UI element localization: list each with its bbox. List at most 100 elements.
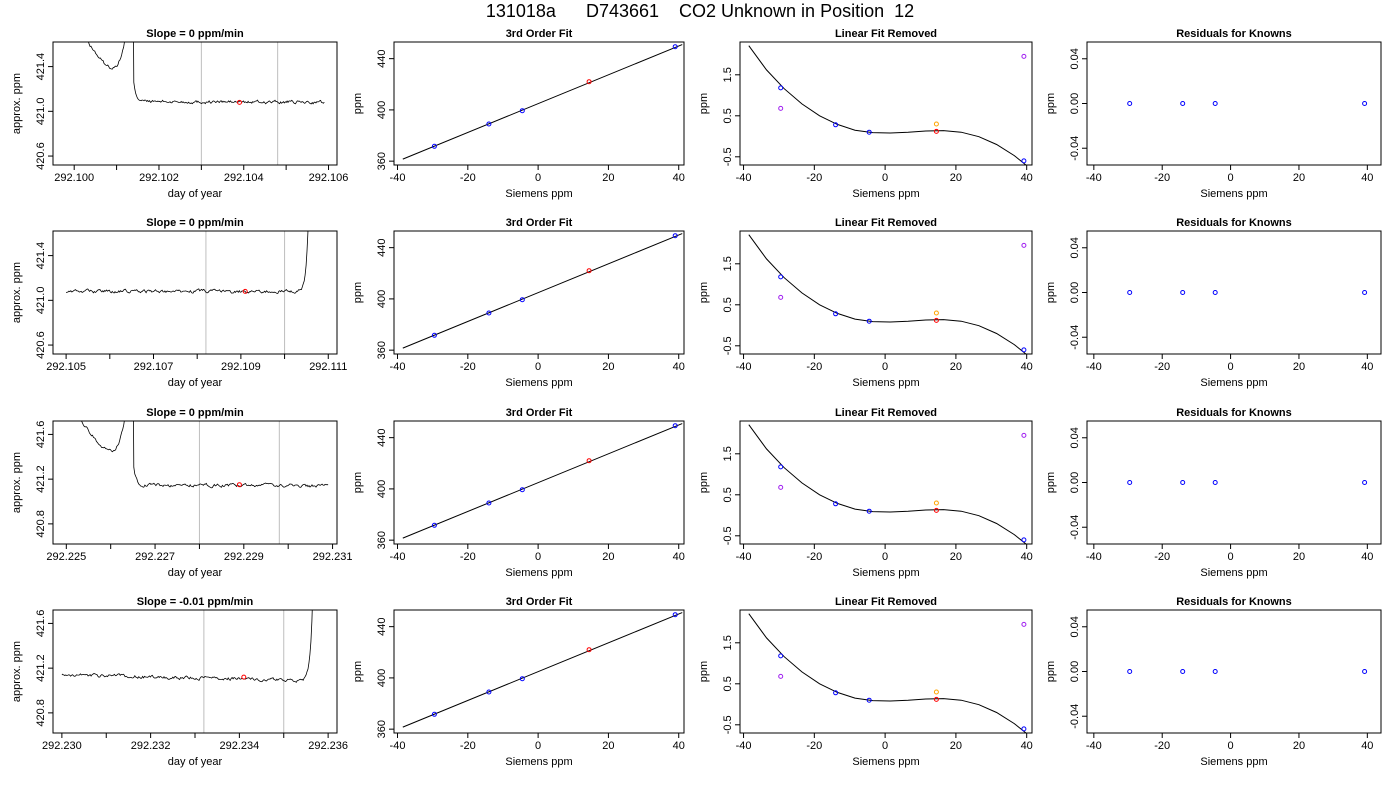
y-tick-label: 360 xyxy=(376,341,388,359)
panel-title: 3rd Order Fit xyxy=(506,217,573,229)
data-point-red xyxy=(933,507,939,513)
y-axis-label: ppm xyxy=(1045,661,1057,682)
y-tick-label: 440 xyxy=(376,49,388,67)
data-point-blue xyxy=(1180,290,1186,295)
data-point-blue xyxy=(866,697,872,703)
x-tick-label: 40 xyxy=(1021,361,1033,373)
x-axis-label: Siemens ppm xyxy=(505,756,572,768)
y-tick-label: 360 xyxy=(376,720,388,738)
y-tick-label: -0.5 xyxy=(722,147,734,166)
panel-title: Slope = 0 ppm/min xyxy=(146,407,244,419)
plot-area xyxy=(402,612,683,728)
y-tick-label: 0.04 xyxy=(1069,237,1081,258)
data-point-blue xyxy=(1127,101,1133,106)
plot-area xyxy=(1127,480,1368,485)
plot-area xyxy=(748,424,1027,544)
data-point-purple xyxy=(1021,53,1027,59)
x-tick-label: 0 xyxy=(535,361,541,373)
x-axis-label: Siemens ppm xyxy=(505,188,572,200)
y-tick-label: -0.5 xyxy=(722,336,734,355)
x-tick-label: 0 xyxy=(1228,172,1234,184)
plot-frame xyxy=(739,230,1033,355)
data-point-blue xyxy=(486,121,492,127)
x-tick-label: 20 xyxy=(950,551,962,563)
data-point-blue xyxy=(866,508,872,514)
plot-area xyxy=(80,421,329,544)
plot-area xyxy=(748,613,1027,733)
panel-row1-col1: Slope = 0 ppm/min 292.100 292.102 292.104 29… xyxy=(11,28,348,200)
data-point-blue xyxy=(1127,669,1133,674)
y-axis-label: ppm xyxy=(352,661,364,682)
panel-title: Residuals for Knowns xyxy=(1176,28,1292,40)
y-axis-label: ppm xyxy=(698,661,710,682)
y-tick-label: 360 xyxy=(376,531,388,549)
plot-frame xyxy=(393,420,685,545)
y-tick-label: 0.04 xyxy=(1069,427,1081,448)
fit-line xyxy=(402,44,683,160)
data-point-blue xyxy=(431,522,437,528)
data-point-blue xyxy=(1021,347,1027,353)
y-axis-label: ppm xyxy=(698,472,710,493)
data-point-red xyxy=(586,268,592,274)
panel-title: Slope = 0 ppm/min xyxy=(146,217,244,229)
panel-title: 3rd Order Fit xyxy=(506,28,573,40)
panel-row2-col1: Slope = 0 ppm/min 292.105 292.107 292.109 29… xyxy=(11,217,347,389)
x-tick-label: -40 xyxy=(390,361,406,373)
x-tick-label: 0 xyxy=(882,551,888,563)
y-tick-label: 400 xyxy=(376,480,388,498)
panel-row3-col1: Slope = 0 ppm/min 292.225 292.227 292.229 29… xyxy=(11,407,353,579)
y-tick-label: 420.8 xyxy=(35,699,47,727)
panel-row2-col3: Linear Fit Removed -40 -20 0 20 40 -0.5 0.5 1.5 S… xyxy=(698,217,1033,389)
y-axis-label: ppm xyxy=(698,93,710,114)
data-point-purple xyxy=(1021,242,1027,248)
fit-curve xyxy=(748,234,1027,354)
x-tick-label: -20 xyxy=(1154,361,1170,373)
y-axis-label: approx. ppm xyxy=(11,452,23,513)
x-tick-label: -40 xyxy=(390,172,406,184)
x-tick-label: 292.111 xyxy=(309,361,347,373)
y-tick-label: 421.0 xyxy=(35,98,47,126)
y-tick-label: -0.04 xyxy=(1069,136,1081,161)
x-tick-label: 20 xyxy=(950,172,962,184)
data-point-orange xyxy=(933,310,939,316)
x-tick-label: -40 xyxy=(390,740,406,752)
data-point-red xyxy=(933,696,939,702)
x-tick-label: 0 xyxy=(535,740,541,752)
x-tick-label: 0 xyxy=(1228,361,1234,373)
x-tick-label: 292.231 xyxy=(313,551,353,563)
data-point-purple xyxy=(778,484,784,490)
data-point-purple xyxy=(778,294,784,300)
panel-row1-col3: Linear Fit Removed -40 -20 0 20 40 -0.5 0.5 1.5 S… xyxy=(698,28,1033,200)
plot-area xyxy=(402,423,683,539)
x-tick-label: 40 xyxy=(673,740,685,752)
data-point-blue xyxy=(1362,480,1368,485)
y-tick-label: -0.04 xyxy=(1069,325,1081,350)
data-point-blue xyxy=(866,129,872,135)
x-axis-label: Siemens ppm xyxy=(852,756,919,768)
x-axis-label: Siemens ppm xyxy=(852,188,919,200)
data-point-blue xyxy=(1021,158,1027,164)
panel-row1-col2: 3rd Order Fit -40 -20 0 20 40 360 400 440 Siemens… xyxy=(352,28,685,200)
data-point-blue xyxy=(1180,480,1186,485)
fit-line xyxy=(402,612,683,728)
y-tick-label: -0.5 xyxy=(722,715,734,734)
data-point-purple xyxy=(1021,432,1027,438)
x-tick-label: 20 xyxy=(1293,361,1305,373)
data-point-blue xyxy=(519,676,525,682)
y-axis-label: ppm xyxy=(352,93,364,114)
x-tick-label: 20 xyxy=(602,740,614,752)
data-point-blue xyxy=(778,653,784,659)
data-point-blue xyxy=(486,689,492,695)
data-point-blue xyxy=(1127,290,1133,295)
y-tick-label: 1.5 xyxy=(722,635,734,650)
panel-title: Slope = 0 ppm/min xyxy=(146,28,244,40)
x-tick-label: 0 xyxy=(535,172,541,184)
plot-frame xyxy=(1086,609,1382,734)
y-axis-label: ppm xyxy=(1045,93,1057,114)
panel-title: Residuals for Knowns xyxy=(1176,217,1292,229)
trace-line xyxy=(61,610,313,683)
data-point-blue xyxy=(1180,101,1186,106)
data-point-purple xyxy=(778,105,784,111)
data-point-orange xyxy=(933,121,939,127)
